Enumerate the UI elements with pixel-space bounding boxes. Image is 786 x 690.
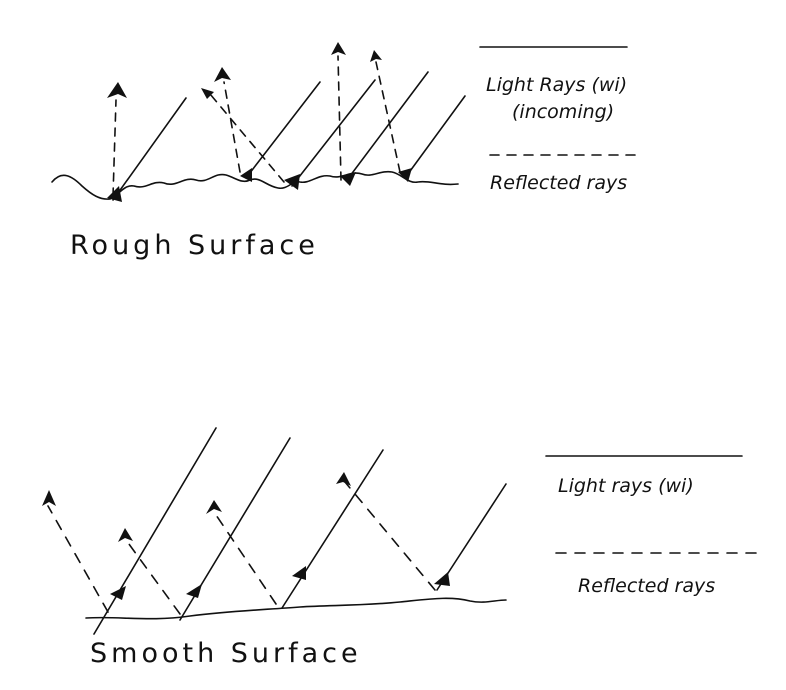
rough-incoming-ray-3	[291, 79, 376, 187]
rough-arrowhead	[214, 67, 231, 82]
smooth-impact-mark	[434, 572, 450, 586]
rough-arrowhead	[331, 42, 346, 55]
rough-impact-mark	[284, 174, 300, 190]
smooth-arrowheads	[42, 472, 450, 600]
smooth-reflected-ray-4	[344, 481, 436, 591]
rough-arrowhead	[370, 50, 382, 62]
rough-reflected-ray-1	[112, 99, 117, 197]
rough-legend-reflected-label: Reflected rays	[490, 172, 628, 194]
rough-arrowheads	[107, 42, 412, 202]
rough-legend-incoming-sublabel: (incoming)	[512, 101, 615, 123]
rough-incoming-ray-2	[245, 81, 321, 179]
rough-arrowhead	[201, 88, 214, 99]
rough-incoming-ray-4	[346, 71, 429, 181]
rough-legend-incoming-label: Light Rays (wi)	[486, 74, 628, 96]
rough-surface-caption: Rough Surface	[70, 230, 319, 261]
rough-reflected-ray-3	[209, 93, 285, 183]
smooth-reflected-ray-1	[47, 505, 109, 613]
smooth-arrowhead	[42, 490, 56, 506]
rough-reflected-rays	[112, 55, 401, 197]
smooth-incoming-ray-1	[93, 427, 217, 635]
smooth-reflected-ray-3	[213, 511, 277, 605]
smooth-incoming-ray-4	[436, 483, 507, 591]
smooth-arrowhead	[336, 472, 351, 486]
rough-incoming-ray-5	[404, 95, 466, 179]
smooth-incoming-ray-3	[281, 449, 384, 609]
rough-incoming-rays	[112, 71, 466, 201]
smooth-legend-incoming-label: Light rays (wi)	[558, 475, 694, 497]
rough-incoming-ray-1	[112, 97, 187, 201]
smooth-arrowhead	[206, 500, 222, 514]
smooth-impact-mark	[292, 566, 306, 580]
rough-arrowhead	[107, 82, 127, 98]
smooth-legend-reflected-label: Reflected rays	[578, 575, 716, 597]
smooth-reflected-ray-2	[125, 539, 181, 615]
smooth-arrowhead	[118, 528, 133, 542]
rough-impact-mark	[398, 168, 412, 182]
smooth-impact-mark	[110, 586, 126, 600]
smooth-surface-line	[85, 597, 507, 620]
smooth-surface-caption: Smooth Surface	[90, 638, 362, 669]
rough-reflected-ray-4	[337, 55, 342, 181]
smooth-reflected-rays	[47, 481, 436, 615]
rough-impact-mark	[340, 172, 356, 186]
rough-reflected-ray-2	[223, 81, 241, 173]
rough-reflected-ray-5	[375, 61, 401, 173]
smooth-impact-mark	[186, 584, 202, 598]
rough-impact-mark	[107, 186, 122, 202]
smooth-incoming-rays	[93, 427, 507, 635]
rough-impact-mark	[240, 168, 252, 182]
